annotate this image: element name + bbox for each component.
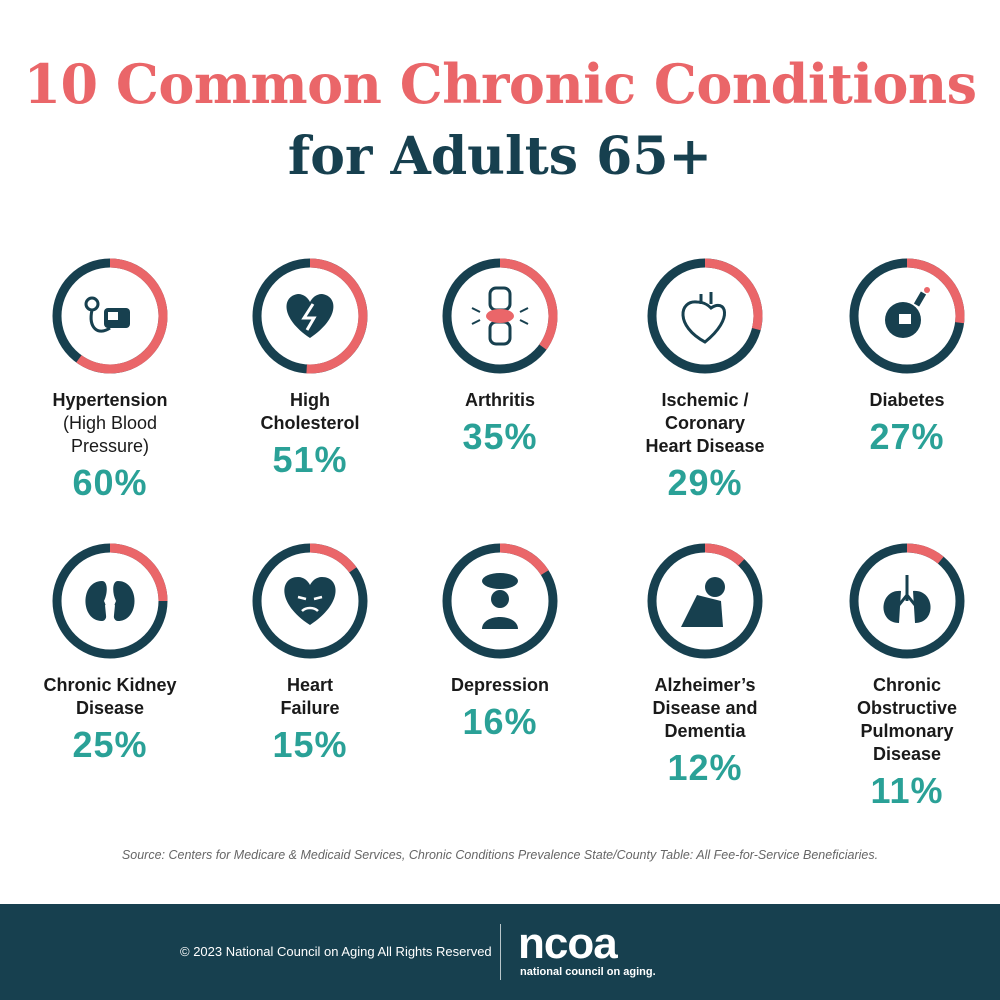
condition-label: Chronic Obstructive Pulmonary Disease: [807, 674, 1000, 766]
condition-name-line: Coronary: [664, 413, 745, 433]
condition-percent: 29%: [667, 462, 743, 503]
condition-subtitle-line: Pressure): [70, 436, 150, 456]
lungs-icon: [883, 575, 931, 623]
condition-ring: [252, 258, 368, 374]
ring-arc-value: [906, 258, 965, 324]
person-head-in-hands-icon: [681, 577, 725, 627]
condition-percent: 16%: [462, 701, 538, 742]
condition-card: Diabetes 27%: [807, 255, 1000, 458]
ring-arc-value: [704, 258, 763, 331]
condition-name-line: Depression: [450, 675, 550, 695]
condition-name-line: Arthritis: [464, 390, 535, 410]
ring-arc-value: [704, 543, 745, 566]
condition-label: Chronic Kidney Disease: [10, 674, 210, 720]
condition-name-line: Disease: [872, 744, 942, 764]
ring-arc-value: [906, 543, 944, 564]
condition-percent: 35%: [462, 416, 538, 457]
condition-ring: [252, 543, 368, 659]
ring-arc-value: [306, 258, 368, 374]
person-rain-cloud-icon: [482, 573, 518, 629]
condition-name-line: Disease and: [652, 698, 758, 718]
title-line-1: 10 Common Chronic Conditions: [23, 52, 977, 116]
ncoa-logo-subtitle: national council on aging.: [520, 966, 656, 978]
condition-name-line: Dementia: [664, 721, 746, 741]
condition-name-line: Chronic: [872, 675, 941, 695]
condition-label: Diabetes: [807, 389, 1000, 412]
condition-name-line: Disease: [75, 698, 145, 718]
knee-joint-icon: [471, 286, 529, 346]
footer-divider: [500, 924, 501, 980]
condition-name-line: Cholesterol: [260, 413, 360, 433]
condition-label: Hypertension (High Blood Pressure): [10, 389, 210, 458]
condition-percent: 51%: [272, 439, 348, 480]
condition-percent: 27%: [869, 416, 945, 457]
condition-ring: [849, 543, 965, 659]
condition-ring: [52, 543, 168, 659]
condition-percent: 25%: [72, 724, 148, 765]
condition-name-line: High: [290, 390, 330, 410]
condition-card: High Cholesterol 51%: [210, 255, 410, 481]
condition-card: Chronic Obstructive Pulmonary Disease 11%: [807, 540, 1000, 812]
ring-arc-value: [499, 258, 558, 350]
title-line-2: for Adults 65+: [287, 126, 713, 187]
ring-arc-value: [309, 543, 357, 573]
broken-heart-icon: [286, 294, 334, 338]
blood-pressure-monitor-icon: [84, 296, 130, 333]
condition-name-line: Ischemic /: [661, 390, 749, 410]
condition-label: Depression: [400, 674, 600, 697]
condition-card: Ischemic / Coronary Heart Disease 29%: [605, 255, 805, 504]
condition-card: Chronic Kidney Disease 25%: [10, 540, 210, 766]
condition-percent: 11%: [870, 770, 944, 811]
condition-label: High Cholesterol: [210, 389, 410, 435]
ring-arc-value: [76, 258, 168, 374]
condition-name-line: Heart Disease: [645, 436, 765, 456]
condition-ring: [647, 543, 763, 659]
condition-percent: 15%: [272, 724, 348, 765]
condition-ring: [52, 258, 168, 374]
ncoa-logo: ncoa: [518, 919, 618, 968]
condition-name-line: Chronic Kidney: [43, 675, 177, 695]
source-note: Source: Centers for Medicare & Medicaid …: [121, 848, 879, 862]
condition-name-line: Failure: [280, 698, 340, 718]
sad-heart-icon: [284, 577, 336, 625]
condition-ring: [647, 258, 763, 374]
condition-label: Arthritis: [400, 389, 600, 412]
glucose-meter-icon: [885, 287, 930, 338]
condition-subtitle-line: (High Blood: [62, 413, 158, 433]
condition-card: Alzheimer’s Disease and Dementia 12%: [605, 540, 805, 789]
condition-name-line: Alzheimer’s: [654, 675, 756, 695]
copyright-text: © 2023 National Council on Aging All Rig…: [180, 944, 492, 959]
condition-name-line: Heart: [286, 675, 334, 695]
condition-label: Ischemic / Coronary Heart Disease: [605, 389, 805, 458]
condition-card: Hypertension (High Blood Pressure) 60%: [10, 255, 210, 504]
condition-card: Arthritis 35%: [400, 255, 600, 458]
ring-arc-value: [109, 543, 168, 602]
footer-bar: © 2023 National Council on Aging All Rig…: [0, 904, 1000, 1000]
ring-arc-value: [499, 543, 549, 576]
condition-percent: 60%: [72, 462, 148, 503]
condition-card: Depression 16%: [400, 540, 600, 743]
heart-organ-icon: [681, 292, 726, 344]
condition-name-line: Hypertension: [52, 390, 168, 410]
condition-ring: [442, 543, 558, 659]
condition-card: Heart Failure 15%: [210, 540, 410, 766]
condition-name-line: Obstructive: [856, 698, 958, 718]
condition-name-line: Diabetes: [869, 390, 945, 410]
condition-ring: [849, 258, 965, 374]
condition-ring: [442, 258, 558, 374]
condition-label: Heart Failure: [210, 674, 410, 720]
condition-percent: 12%: [667, 747, 743, 788]
condition-label: Alzheimer’s Disease and Dementia: [605, 674, 805, 743]
kidneys-icon: [85, 581, 135, 626]
condition-name-line: Pulmonary: [860, 721, 954, 741]
